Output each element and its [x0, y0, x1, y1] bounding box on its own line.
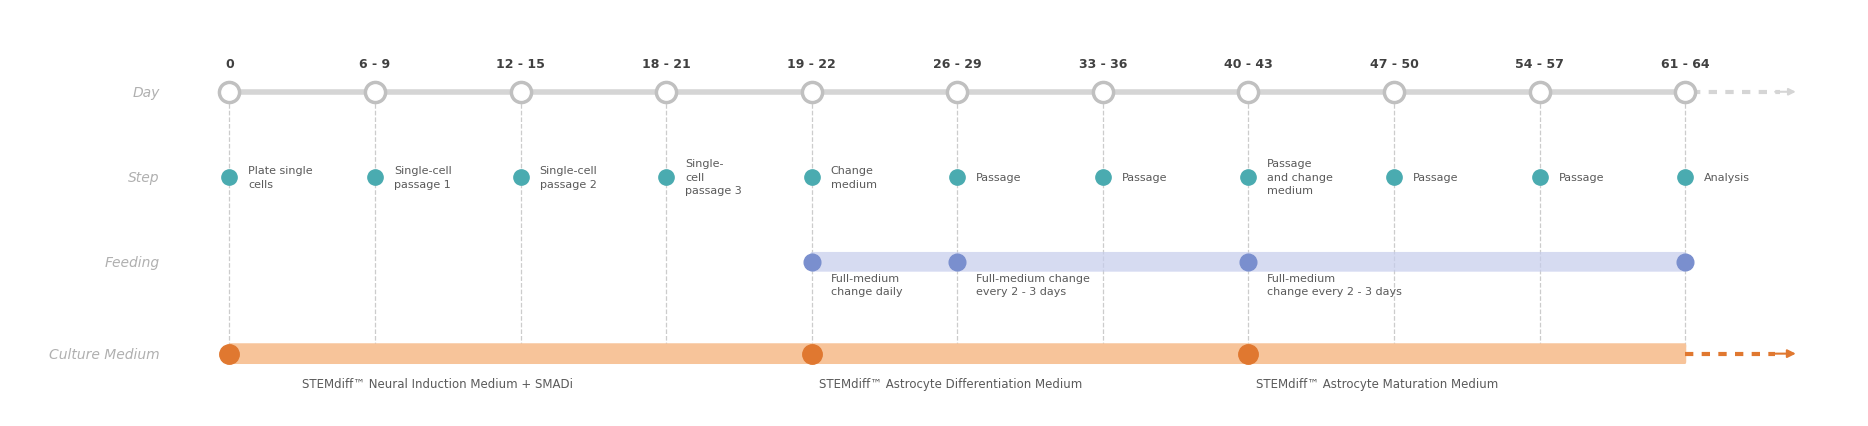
Text: 12 - 15: 12 - 15 — [497, 58, 545, 70]
Text: Passage
and change
medium: Passage and change medium — [1267, 159, 1334, 196]
Text: STEMdiff™ Astrocyte Maturation Medium: STEMdiff™ Astrocyte Maturation Medium — [1255, 377, 1498, 390]
Text: Day: Day — [133, 86, 159, 100]
Text: Culture Medium: Culture Medium — [49, 347, 159, 361]
Text: 61 - 64: 61 - 64 — [1661, 58, 1709, 70]
Text: STEMdiff™ Astrocyte Differentiation Medium: STEMdiff™ Astrocyte Differentiation Medi… — [818, 377, 1082, 390]
Text: Passage: Passage — [1412, 173, 1459, 182]
Text: Change
medium: Change medium — [831, 166, 876, 189]
Text: Passage: Passage — [977, 173, 1022, 182]
Text: 18 - 21: 18 - 21 — [643, 58, 691, 70]
Text: Plate single
cells: Plate single cells — [248, 166, 314, 189]
Text: Feeding: Feeding — [105, 255, 159, 269]
Text: 19 - 22: 19 - 22 — [786, 58, 837, 70]
Text: Single-cell
passage 1: Single-cell passage 1 — [394, 166, 452, 189]
Text: 26 - 29: 26 - 29 — [932, 58, 981, 70]
Text: 6 - 9: 6 - 9 — [359, 58, 390, 70]
Text: Full-medium
change every 2 - 3 days: Full-medium change every 2 - 3 days — [1267, 273, 1403, 296]
Text: Single-
cell
passage 3: Single- cell passage 3 — [686, 159, 742, 196]
Text: 40 - 43: 40 - 43 — [1224, 58, 1272, 70]
FancyBboxPatch shape — [811, 252, 1687, 272]
Text: 54 - 57: 54 - 57 — [1515, 58, 1564, 70]
Text: Passage: Passage — [1123, 173, 1168, 182]
Text: 0: 0 — [226, 58, 234, 70]
Text: 33 - 36: 33 - 36 — [1078, 58, 1126, 70]
Text: Step: Step — [129, 170, 159, 184]
Text: Single-cell
passage 2: Single-cell passage 2 — [540, 166, 598, 189]
Text: Full-medium change
every 2 - 3 days: Full-medium change every 2 - 3 days — [977, 273, 1091, 296]
Text: Full-medium
change daily: Full-medium change daily — [831, 273, 902, 296]
Text: STEMdiff™ Neural Induction Medium + SMADi: STEMdiff™ Neural Induction Medium + SMAD… — [303, 377, 573, 390]
Text: Analysis: Analysis — [1704, 173, 1750, 182]
FancyBboxPatch shape — [228, 343, 1687, 364]
Text: 47 - 50: 47 - 50 — [1369, 58, 1418, 70]
Text: Passage: Passage — [1558, 173, 1605, 182]
